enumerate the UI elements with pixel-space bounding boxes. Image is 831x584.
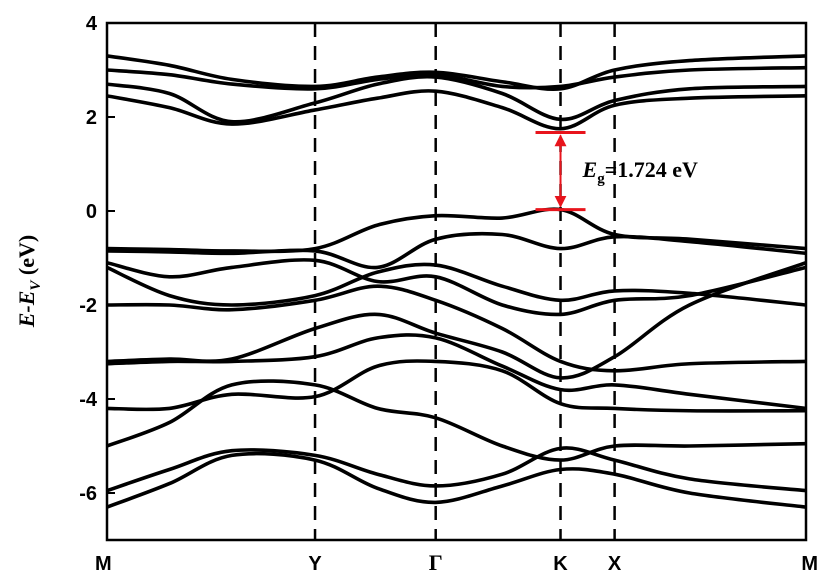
y-tick-label-2: 0 — [86, 201, 97, 223]
gap-label: Eg=1.724 eV — [582, 157, 698, 187]
x-label-4: X — [608, 553, 622, 575]
band-11 — [107, 359, 806, 413]
band-12 — [107, 379, 806, 462]
y-tick-label-4: -4 — [79, 389, 98, 411]
y-tick-label-1: 2 — [86, 107, 97, 129]
y-axis-label: E-EV (eV) — [14, 235, 44, 329]
y-axis-ticks: 4 2 0 -2 -4 -6 — [79, 13, 115, 505]
band-gap-annotation: Eg=1.724 eV — [535, 131, 698, 212]
band-13 — [107, 446, 806, 493]
x-label-5: M — [801, 553, 818, 575]
band-8 — [107, 284, 806, 373]
band-1 — [107, 65, 806, 91]
high-symmetry-lines — [313, 23, 616, 540]
band-4 — [107, 207, 806, 254]
x-label-3: K — [553, 553, 568, 575]
band-lines — [107, 54, 806, 509]
band-6 — [107, 262, 806, 307]
band-3 — [107, 89, 806, 131]
band-0 — [107, 54, 806, 91]
band-5 — [107, 232, 806, 270]
x-label-2: Γ — [429, 550, 443, 575]
x-label-0: M — [95, 553, 112, 575]
band-14 — [107, 451, 806, 509]
y-tick-label-0: 4 — [86, 13, 98, 35]
y-tick-label-5: -6 — [79, 483, 97, 505]
plot-frame — [105, 21, 808, 542]
x-label-1: Y — [308, 553, 322, 575]
band-2 — [107, 74, 806, 124]
band-7 — [107, 258, 806, 317]
y-tick-label-3: -2 — [79, 295, 97, 317]
band-10 — [107, 333, 806, 411]
